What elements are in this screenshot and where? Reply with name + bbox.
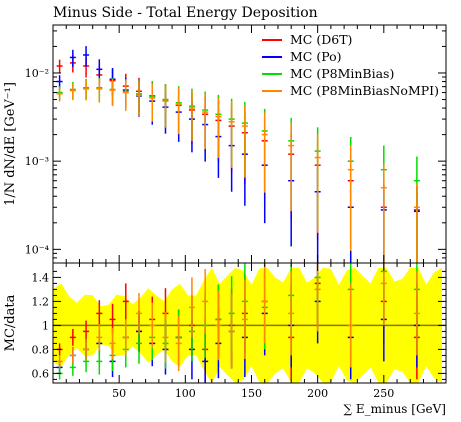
x-tick-label: 250 xyxy=(373,387,394,400)
x-axis-label: ∑ E_minus [GeV] xyxy=(343,402,446,416)
x-tick-label: 100 xyxy=(175,387,196,400)
y-tick-label-ratio: 0.6 xyxy=(32,367,50,380)
y-tick-label-ratio: 0.8 xyxy=(32,343,50,356)
y-tick-label-ratio: 1.2 xyxy=(32,295,50,308)
y-axis-label-ratio: MC/data xyxy=(3,294,18,351)
y-tick-label-ratio: 1.4 xyxy=(32,271,50,284)
y-tick-label-top: 10⁻⁴ xyxy=(25,243,50,256)
legend-label: MC (P8MinBias) xyxy=(290,66,394,81)
x-tick-label: 200 xyxy=(307,387,328,400)
legend-label: MC (D6T) xyxy=(290,32,352,47)
series-4 xyxy=(56,78,420,371)
x-tick-label: 150 xyxy=(241,387,262,400)
y-axis-label-top: 1/N dN/dE [GeV⁻¹] xyxy=(3,82,18,206)
y-tick-label-top: 10⁻² xyxy=(25,67,49,80)
y-tick-label-top: 10⁻³ xyxy=(25,155,49,168)
top-panel-frame xyxy=(52,24,447,264)
chart-title: Minus Side - Total Energy Deposition xyxy=(53,5,318,21)
legend-label: MC (Po) xyxy=(290,49,342,64)
x-tick-label: 50 xyxy=(112,387,126,400)
data-layer xyxy=(53,46,446,383)
y-tick-label-ratio: 1 xyxy=(42,319,49,332)
axes: 50 100 150 200 250 10⁻⁴ 10⁻³ 10⁻² 0.6 0.8 1 1.2 1.4 xyxy=(25,24,447,400)
legend: MC (D6T) MC (Po) MC (P8MinBias) MC (P8MinBi… xyxy=(262,32,439,98)
legend-label: MC (P8MinBiasNoMPI) xyxy=(290,83,439,98)
ratio-panel-frame xyxy=(52,262,447,384)
